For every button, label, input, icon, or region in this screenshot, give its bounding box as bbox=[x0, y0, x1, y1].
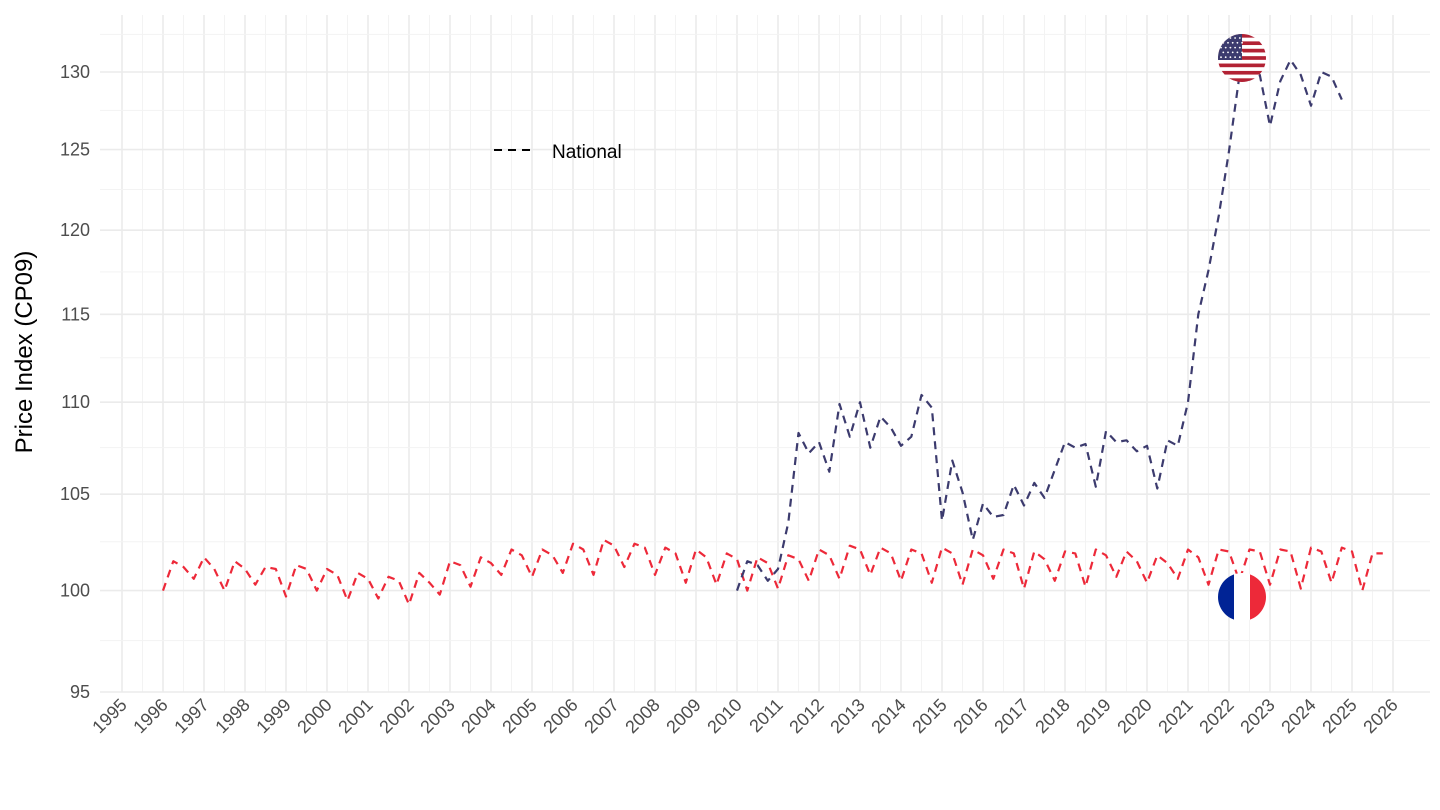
legend: National bbox=[494, 142, 622, 163]
x-tick-label: 2013 bbox=[826, 695, 868, 737]
y-axis-ticks: 95 100 105 110 115 120 125 130 bbox=[60, 62, 90, 702]
us-flag-star bbox=[1227, 51, 1229, 54]
us-flag-star bbox=[1236, 41, 1239, 44]
us-flag-star bbox=[1224, 56, 1227, 59]
x-tick-label: 2020 bbox=[1113, 695, 1155, 737]
y-tick-label: 130 bbox=[60, 62, 90, 82]
us-flag-stripe bbox=[1218, 63, 1266, 68]
y-tick-label: 105 bbox=[60, 484, 90, 504]
x-tick-label: 2008 bbox=[621, 695, 663, 737]
us-flag-star bbox=[1229, 56, 1232, 59]
us-flag-star bbox=[1229, 46, 1232, 49]
us-flag-star bbox=[1229, 37, 1232, 39]
y-tick-label: 100 bbox=[60, 581, 90, 601]
us-flag-stripe bbox=[1218, 67, 1266, 72]
us-flag-star bbox=[1236, 51, 1239, 54]
y-tick-label: 125 bbox=[60, 140, 90, 160]
x-tick-label: 2001 bbox=[334, 695, 376, 737]
x-tick-label: 1995 bbox=[88, 695, 130, 737]
us-flag-star bbox=[1220, 56, 1222, 59]
legend-label-national: National bbox=[552, 142, 622, 163]
x-tick-label: 2006 bbox=[539, 695, 581, 737]
y-tick-label: 95 bbox=[70, 682, 90, 702]
x-tick-label: 2014 bbox=[867, 695, 909, 737]
us-flag-star bbox=[1234, 56, 1236, 59]
us-flag-star bbox=[1241, 41, 1243, 44]
x-tick-label: 2011 bbox=[745, 695, 787, 737]
y-axis-title: Price Index (CP09) bbox=[11, 251, 38, 454]
x-tick-label: 2009 bbox=[662, 695, 704, 737]
gridlines bbox=[100, 15, 1430, 693]
france-flag-icon bbox=[1218, 573, 1266, 621]
x-tick-label: 2025 bbox=[1318, 695, 1360, 737]
us-flag-star bbox=[1231, 51, 1234, 54]
x-tick-label: 2021 bbox=[1154, 695, 1196, 737]
x-tick-label: 2010 bbox=[703, 695, 745, 737]
x-tick-label: 2019 bbox=[1072, 695, 1114, 737]
us-flag-icon bbox=[1218, 34, 1266, 82]
y-tick-label: 110 bbox=[61, 392, 90, 412]
us-flag-star bbox=[1224, 46, 1227, 49]
us-flag-star bbox=[1238, 46, 1241, 49]
france-flag-red bbox=[1250, 573, 1266, 621]
us-flag-star bbox=[1222, 41, 1225, 44]
us-flag-star bbox=[1234, 46, 1236, 49]
x-tick-label: 2018 bbox=[1031, 695, 1073, 737]
us-flag-star bbox=[1241, 51, 1243, 54]
x-tick-label: 2016 bbox=[949, 695, 991, 737]
us-flag-star bbox=[1224, 37, 1227, 39]
us-flag-stripe bbox=[1218, 59, 1266, 64]
us-flag-star bbox=[1231, 41, 1234, 44]
x-tick-label: 2004 bbox=[457, 695, 499, 737]
us-flag-star bbox=[1227, 41, 1229, 44]
x-tick-label: 1997 bbox=[170, 695, 212, 737]
x-tick-label: 2023 bbox=[1236, 695, 1278, 737]
france-flag-blue bbox=[1218, 573, 1234, 621]
series-layer bbox=[161, 58, 1383, 606]
x-tick-label: 1998 bbox=[211, 695, 253, 737]
series-line-united-states bbox=[735, 58, 1343, 591]
x-tick-label: 2000 bbox=[293, 695, 335, 737]
y-tick-label: 120 bbox=[60, 220, 90, 240]
series-line-france bbox=[161, 538, 1383, 606]
x-tick-label: 2002 bbox=[375, 695, 417, 737]
us-flag-star bbox=[1234, 37, 1236, 39]
us-flag-star bbox=[1222, 51, 1225, 54]
x-tick-label: 2003 bbox=[416, 695, 458, 737]
france-flag-white bbox=[1234, 573, 1250, 621]
x-tick-label: 1996 bbox=[129, 695, 171, 737]
us-flag-star bbox=[1238, 37, 1241, 39]
x-axis-ticks: 1995199619971998199920002001200220032004… bbox=[88, 695, 1401, 737]
x-tick-label: 2022 bbox=[1195, 695, 1237, 737]
us-flag-star bbox=[1238, 56, 1241, 59]
y-tick-label: 115 bbox=[61, 304, 90, 324]
x-tick-label: 2026 bbox=[1359, 695, 1401, 737]
x-tick-label: 2024 bbox=[1277, 695, 1319, 737]
x-tick-label: 2015 bbox=[908, 695, 950, 737]
x-tick-label: 2012 bbox=[785, 695, 827, 737]
us-flag-star bbox=[1220, 46, 1222, 49]
x-tick-label: 1999 bbox=[252, 695, 294, 737]
us-flag-star bbox=[1220, 37, 1222, 39]
x-tick-label: 2017 bbox=[990, 695, 1032, 737]
us-flag-stripe bbox=[1218, 74, 1266, 79]
x-tick-label: 2007 bbox=[580, 695, 622, 737]
us-flag-stripe bbox=[1218, 78, 1266, 82]
us-flag-stripe bbox=[1218, 70, 1266, 75]
x-tick-label: 2005 bbox=[498, 695, 540, 737]
